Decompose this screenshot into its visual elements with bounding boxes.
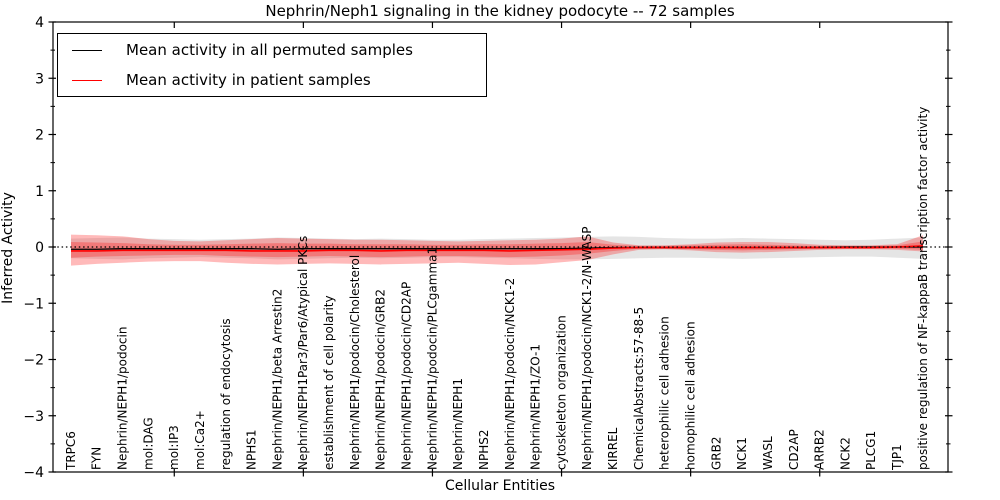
- x-entity-label: CD2AP: [787, 429, 801, 470]
- x-entity-label: ChemicalAbstracts:57-88-5: [632, 307, 646, 470]
- legend: Mean activity in all permuted samples Me…: [57, 33, 487, 97]
- x-entity-label: homophilic cell adhesion: [683, 321, 697, 470]
- x-entity-label: NCK2: [838, 437, 852, 470]
- x-entity-label: Nephrin/NEPH1/beta Arrestin2: [270, 289, 284, 470]
- x-entity-label: heterophilic cell adhesion: [658, 316, 672, 470]
- y-tick-label: 4: [35, 15, 44, 31]
- x-entity-label: WASL: [761, 436, 775, 470]
- y-axis-label: Inferred Activity: [0, 192, 16, 304]
- x-entity-label: Nephrin/NEPH1/podocin: [115, 327, 129, 470]
- legend-item-permuted: Mean activity in all permuted samples: [72, 37, 486, 63]
- x-entity-label: establishment of cell polarity: [322, 295, 336, 470]
- y-tick-label: −3: [23, 409, 44, 425]
- x-entity-label: Nephrin/NEPH1Par3/Par6/Atypical PKCs: [296, 236, 310, 470]
- x-entity-label: Nephrin/NEPH1/ZO-1: [529, 344, 543, 470]
- x-entity-label: NPHS2: [477, 430, 491, 471]
- x-entity-label: PLCG1: [864, 431, 878, 470]
- legend-item-patient: Mean activity in patient samples: [72, 67, 486, 93]
- x-entity-label: Nephrin/NEPH1/podocin/CD2AP: [399, 282, 413, 470]
- x-entity-label: Nephrin/NEPH1/podocin/PLCgamma1: [425, 247, 439, 470]
- y-tick-label: 3: [35, 71, 44, 87]
- permuted-line-swatch: [72, 49, 102, 51]
- permuted-band: [71, 236, 923, 260]
- x-entity-label: regulation of endocytosis: [219, 318, 233, 470]
- x-entity-label: FYN: [90, 447, 104, 470]
- x-entity-label: Nephrin/NEPH1/podocin/GRB2: [374, 289, 388, 470]
- y-tick-label: 2: [35, 128, 44, 144]
- x-entity-label: KIRREL: [606, 427, 620, 470]
- legend-label-permuted: Mean activity in all permuted samples: [126, 40, 413, 59]
- chart-title: Nephrin/Neph1 signaling in the kidney po…: [265, 2, 735, 20]
- y-tick-label: −1: [23, 296, 44, 312]
- x-entity-label: Nephrin/NEPH1/podocin/NCK1-2: [503, 278, 517, 470]
- x-entity-label: NCK1: [735, 437, 749, 470]
- y-tick-label: 0: [35, 240, 44, 256]
- x-entity-label: NPHS1: [245, 430, 259, 471]
- x-entity-label: Nephrin/NEPH1: [451, 378, 465, 470]
- patient-line-swatch: [72, 79, 102, 81]
- x-entity-label: mol:Ca2+: [193, 410, 207, 470]
- x-entity-label: TRPC6: [64, 431, 78, 471]
- x-entity-label: Nephrin/NEPH1/podocin/NCK1-2/N-WASP: [580, 227, 594, 470]
- x-entity-label: mol:IP3: [167, 425, 181, 470]
- x-entity-label: mol:DAG: [141, 417, 155, 470]
- patient-band-inner: [71, 241, 923, 258]
- x-axis-label: Cellular Entities: [444, 478, 556, 494]
- y-tick-label: −2: [23, 353, 44, 369]
- x-entity-label: Nephrin/NEPH1/podocin/Cholesterol: [348, 255, 362, 470]
- legend-label-patient: Mean activity in patient samples: [126, 70, 371, 89]
- x-entity-label: ARRB2: [813, 429, 827, 470]
- y-tick-label: 1: [35, 184, 44, 200]
- x-entity-label: TJP1: [890, 444, 904, 471]
- x-entity-label: cytoskeleton organization: [554, 315, 568, 470]
- x-entity-label: positive regulation of NF-kappaB transcr…: [916, 107, 930, 470]
- x-entity-label: GRB2: [709, 436, 723, 470]
- y-tick-label: −4: [23, 465, 44, 481]
